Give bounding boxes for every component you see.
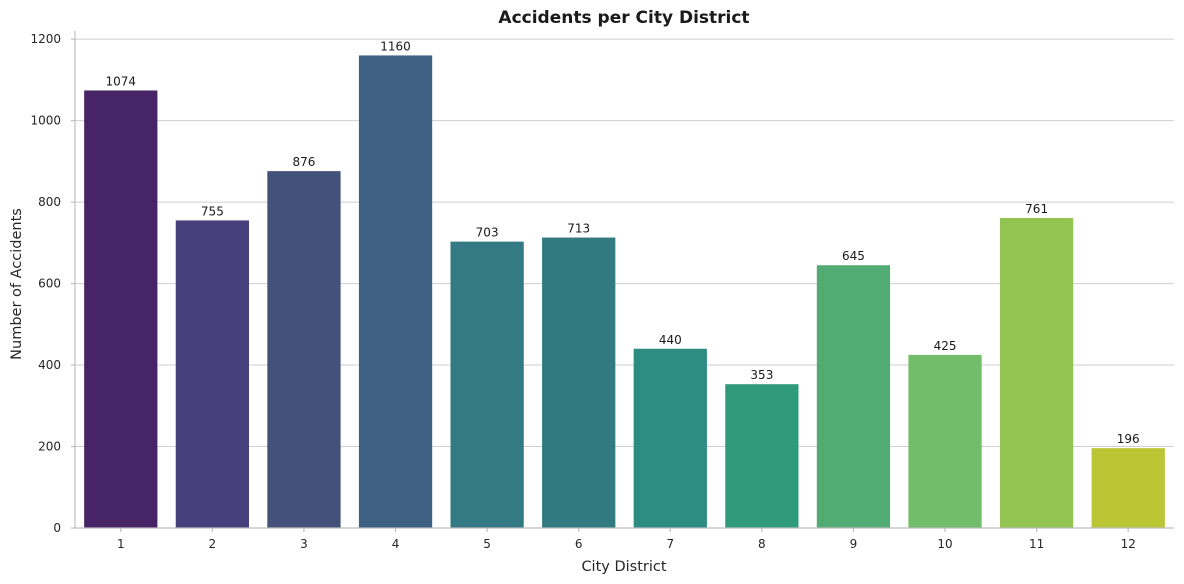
data-label-district-3: 876 [293, 155, 316, 169]
x-axis-label: City District [581, 559, 666, 575]
x-tick-label-7: 7 [666, 537, 674, 551]
bar-district-7 [633, 348, 707, 528]
data-labels: 1074 755 876 1160 703 713 440 353 645 425 761 196 [106, 39, 1140, 446]
x-tick-label-4: 4 [392, 537, 400, 551]
gridlines [75, 38, 1174, 448]
bar-district-5 [450, 241, 524, 528]
y-tick-label-600: 600 [38, 277, 61, 291]
bar-district-6 [542, 237, 616, 528]
bar-district-8 [725, 384, 799, 528]
y-tick-label-400: 400 [38, 358, 61, 372]
bar-district-11 [999, 217, 1074, 528]
y-tick-label-0: 0 [53, 521, 61, 535]
y-tick-label-1000: 1000 [30, 114, 61, 128]
data-label-district-12: 196 [1117, 432, 1140, 446]
data-label-district-8: 353 [750, 368, 773, 382]
x-tick-label-3: 3 [300, 537, 308, 551]
x-tick-label-1: 1 [117, 537, 125, 551]
data-label-district-9: 645 [842, 249, 865, 263]
data-label-district-6: 713 [567, 222, 590, 236]
chart-title: Accidents per City District [498, 8, 749, 28]
y-tick-label-200: 200 [38, 440, 61, 454]
y-tick-label-1200: 1200 [30, 32, 61, 46]
data-label-district-10: 425 [934, 339, 957, 353]
data-label-district-1: 1074 [106, 74, 137, 88]
data-label-district-4: 1160 [380, 39, 411, 53]
bar-district-4 [358, 55, 433, 528]
bar-district-9 [816, 265, 891, 528]
bar-district-2 [175, 220, 250, 528]
x-tick-label-10: 10 [937, 537, 952, 551]
x-tick-label-12: 12 [1121, 537, 1136, 551]
bar-district-1 [84, 90, 158, 528]
bar-district-12 [1091, 448, 1165, 528]
data-label-district-7: 440 [659, 333, 682, 347]
x-tick-label-2: 2 [209, 537, 217, 551]
y-tick-label-800: 800 [38, 195, 61, 209]
y-axis-label: Number of Accidents [9, 208, 25, 360]
data-label-district-2: 755 [201, 204, 224, 218]
bar-district-10 [908, 354, 982, 528]
x-tick-label-8: 8 [758, 537, 766, 551]
bar-district-3 [267, 171, 341, 529]
y-axis-ticks: 0 200 400 600 800 1000 1200 [30, 32, 75, 535]
bars [84, 55, 1165, 529]
x-tick-label-9: 9 [850, 537, 858, 551]
x-axis-ticks: 1 2 3 4 5 6 7 8 9 10 11 12 [117, 528, 1136, 551]
x-tick-label-5: 5 [483, 537, 491, 551]
x-tick-label-11: 11 [1029, 537, 1044, 551]
data-label-district-11: 761 [1025, 202, 1048, 216]
data-label-district-5: 703 [476, 226, 499, 240]
x-tick-label-6: 6 [575, 537, 583, 551]
